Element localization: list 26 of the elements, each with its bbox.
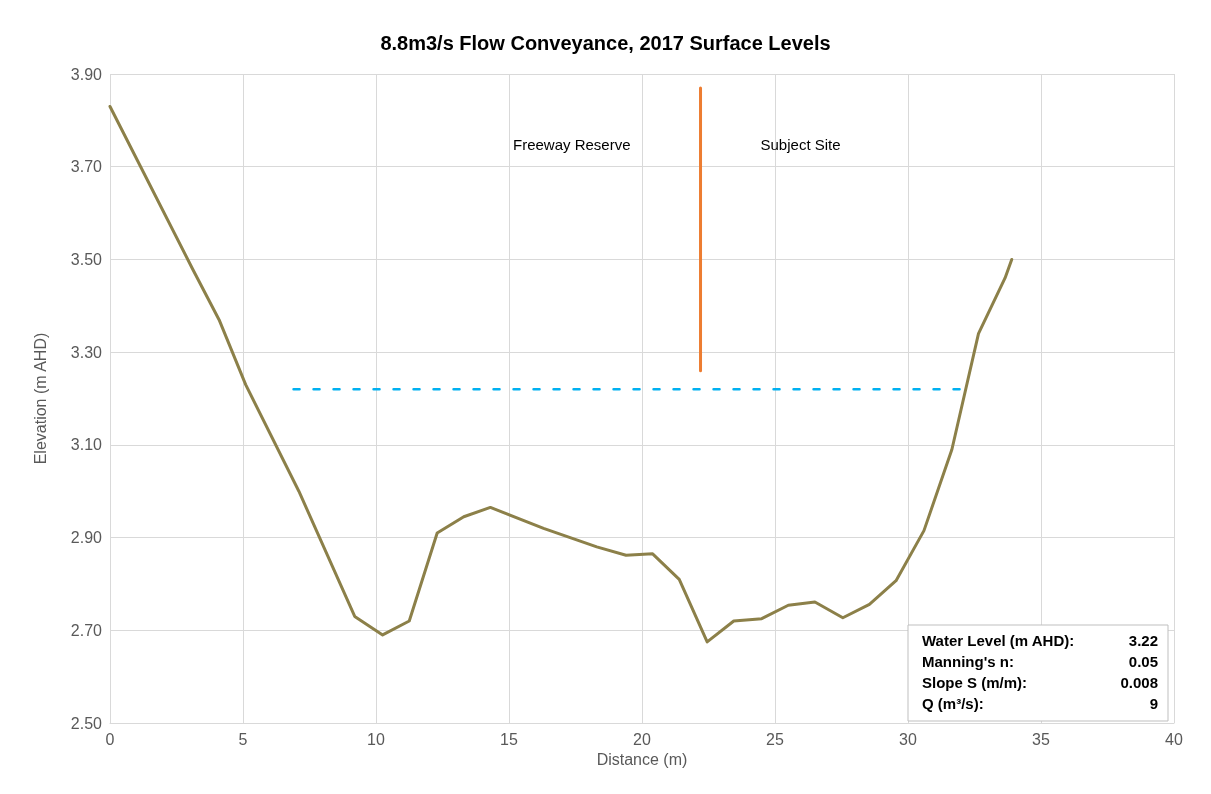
annotation: Subject Site — [760, 135, 841, 153]
x-tick-label: 25 — [766, 730, 784, 748]
text: Water Level (m AHD): 3.22 — [922, 632, 1158, 649]
y-axis-title: Elevation (m AHD) — [31, 332, 49, 465]
x-tick-label: 20 — [633, 730, 651, 748]
x-tick-label: 30 — [899, 730, 917, 748]
y-tick-label: 3.30 — [70, 343, 103, 361]
y-tick-label: 3.10 — [70, 436, 103, 454]
x-tick-label: 35 — [1032, 730, 1050, 748]
y-tick-label: 3.90 — [70, 65, 103, 83]
annotation: Freeway Reserve — [512, 135, 631, 153]
x-tick-label: 15 — [500, 730, 518, 748]
y-tick-label: 2.50 — [70, 714, 103, 732]
chart-title: 8.8m3/s Flow Conveyance, 2017 Surface Levels — [380, 32, 831, 54]
x-axis-title: Distance (m) — [596, 751, 688, 769]
x-tick-label: 40 — [1165, 730, 1183, 748]
y-tick-label: 2.90 — [70, 529, 103, 547]
y-tick-label: 2.70 — [70, 621, 103, 639]
text: Manning's n: 0.05 — [922, 653, 1158, 670]
x-tick-label: 5 — [238, 730, 248, 748]
text: Q (m³/s): 9 — [922, 695, 1158, 712]
x-tick-label: 0 — [105, 730, 115, 748]
y-tick-label: 3.50 — [70, 250, 103, 268]
y-tick-label: 3.70 — [70, 158, 103, 176]
x-tick-label: 10 — [367, 730, 385, 748]
text: Slope S (m/m): 0.008 — [922, 674, 1158, 691]
